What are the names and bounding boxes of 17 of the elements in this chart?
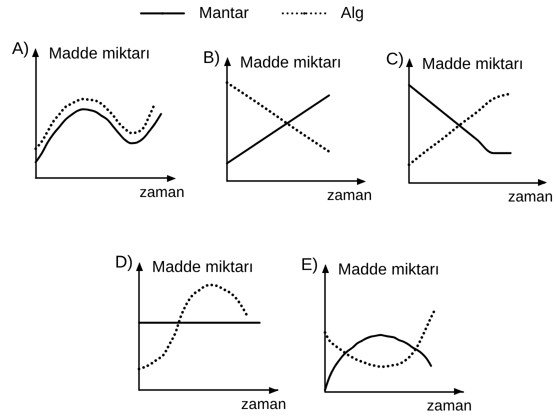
chart-title: A) xyxy=(12,39,29,58)
chart-title: C) xyxy=(386,49,404,68)
x-axis-title: zaman xyxy=(426,398,472,415)
y-axis-title: Madde miktarı xyxy=(422,56,524,73)
x-axis-title: zaman xyxy=(241,396,286,413)
y-axis-title: Madde miktarı xyxy=(338,262,440,278)
y-axis-title: Madde miktarı xyxy=(240,54,342,72)
chart-title: B) xyxy=(203,48,220,67)
legend-label: Alg xyxy=(340,4,364,22)
chart-title: D) xyxy=(115,252,133,272)
y-axis-title: Madde miktarı xyxy=(48,46,150,62)
legend-label: Mantar xyxy=(199,4,250,22)
x-axis-title: zaman xyxy=(326,187,372,204)
chart-title: E) xyxy=(301,255,318,274)
x-axis-title: zaman xyxy=(139,184,184,201)
y-axis-title: Madde miktarı xyxy=(152,259,254,276)
x-axis-title: zaman xyxy=(508,188,553,206)
